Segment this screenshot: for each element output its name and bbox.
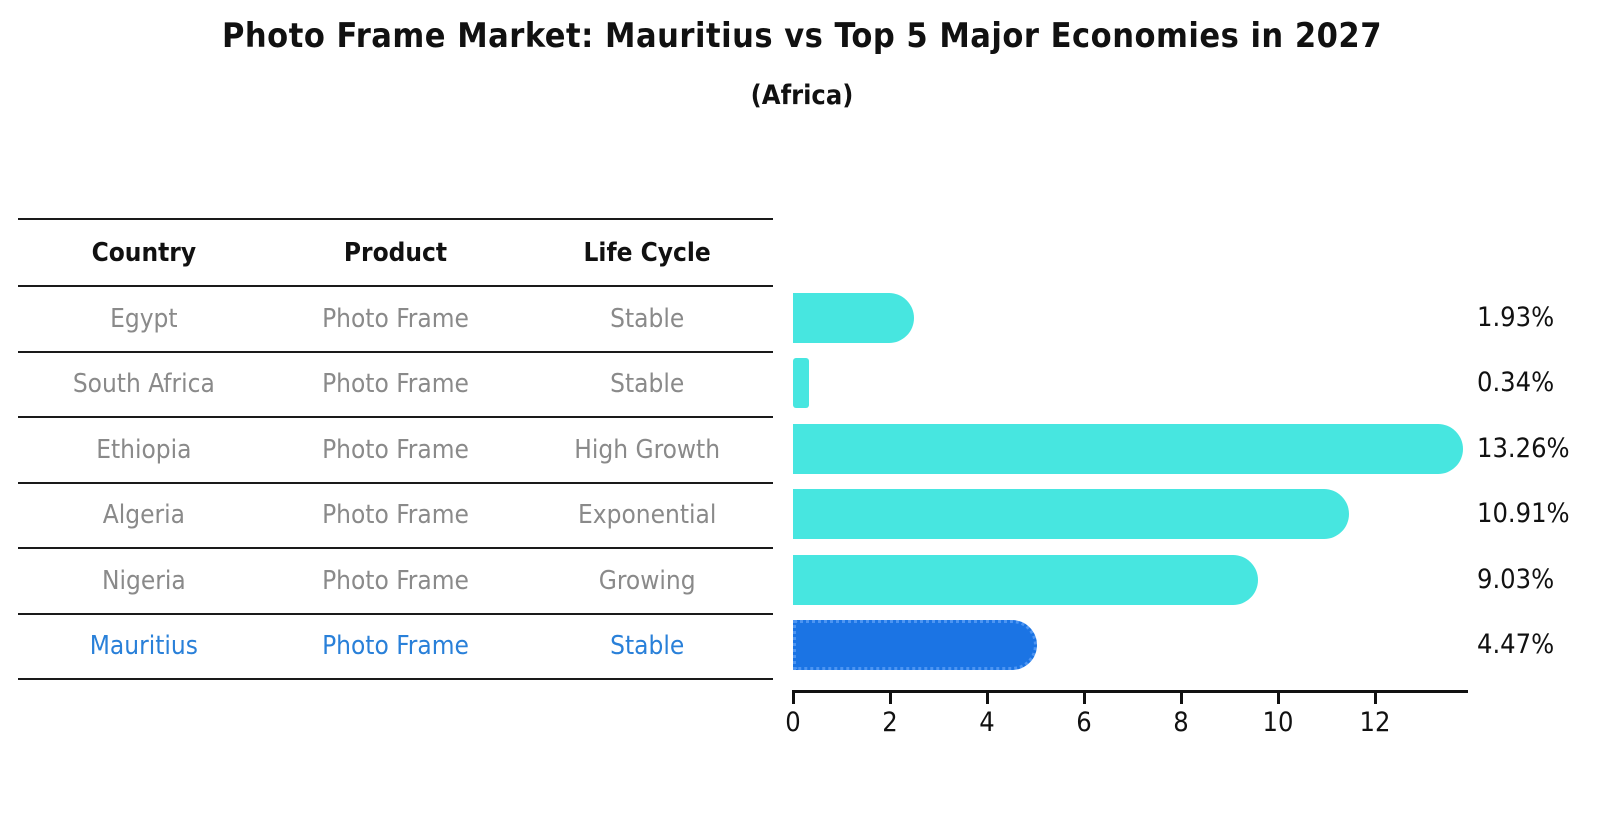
table-row-algeria: Algeria Photo Frame Exponential (18, 484, 773, 549)
bar-nigeria (793, 554, 1258, 605)
table-row-nigeria: Nigeria Photo Frame Growing (18, 549, 773, 615)
chart-title: Photo Frame Market: Mauritius vs Top 5 M… (221, 16, 1382, 56)
cell-country: Egypt (110, 303, 178, 334)
x-axis-line (792, 690, 1468, 693)
bar-egypt (793, 292, 914, 343)
highlight-bar-mauritius (793, 620, 1037, 671)
value-label: 4.47% (1477, 629, 1555, 661)
comparison-table: Country Product Life Cycle Egypt Photo Frame… (18, 218, 773, 680)
chart-subtitle: (Africa) (750, 80, 854, 111)
table-row-south-africa: South Africa Photo Frame Stable (18, 353, 773, 418)
cell-country: Mauritius (89, 631, 198, 662)
cell-life-cycle: Stable (610, 369, 685, 400)
x-axis-tick (888, 693, 892, 704)
x-axis-tick (791, 693, 795, 704)
x-axis-tick (1082, 693, 1086, 704)
cell-life-cycle: Stable (610, 631, 685, 662)
bar-south-africa (793, 358, 810, 409)
cell-life-cycle: Stable (610, 303, 685, 334)
cell-product: Photo Frame (322, 434, 469, 465)
x-axis-tick (985, 693, 989, 704)
x-axis-tick-label: 8 (1173, 707, 1189, 738)
x-axis-tick-label: 0 (785, 707, 801, 738)
cell-country: Nigeria (101, 565, 186, 596)
value-label: 1.93% (1477, 301, 1555, 333)
x-axis-tick-label: 10 (1262, 707, 1294, 738)
cell-life-cycle: Growing (598, 565, 696, 596)
value-label: 9.03% (1477, 563, 1555, 595)
x-axis-tick (1276, 693, 1280, 704)
header-cell-life-cycle: Life Cycle (583, 237, 711, 268)
value-label: 10.91% (1477, 498, 1570, 530)
x-axis-tick-label: 12 (1359, 707, 1391, 738)
value-label: 13.26% (1477, 432, 1570, 464)
cell-country: Ethiopia (96, 434, 192, 465)
header-cell-country: Country (91, 237, 197, 268)
bar-algeria (793, 489, 1350, 540)
x-axis-tick-label: 4 (979, 707, 995, 738)
value-label: 0.34% (1477, 367, 1555, 399)
cell-product: Photo Frame (322, 303, 469, 334)
table-row-ethiopia: Ethiopia Photo Frame High Growth (18, 418, 773, 484)
header-cell-product: Product (343, 237, 448, 268)
cell-product: Photo Frame (322, 631, 469, 662)
cell-country: South Africa (72, 369, 215, 400)
x-axis-tick (1179, 693, 1183, 704)
x-axis-tick-label: 6 (1076, 707, 1092, 738)
cell-product: Photo Frame (322, 565, 469, 596)
table-header-row: Country Product Life Cycle (18, 220, 773, 287)
table-row-mauritius: Mauritius Photo Frame Stable (18, 615, 773, 680)
table-row-egypt: Egypt Photo Frame Stable (18, 287, 773, 353)
cell-life-cycle: High Growth (574, 434, 721, 465)
x-axis-tick-label: 2 (882, 707, 898, 738)
cell-product: Photo Frame (322, 500, 469, 531)
bar-ethiopia (793, 423, 1464, 474)
cell-product: Photo Frame (322, 369, 469, 400)
cell-life-cycle: Exponential (578, 500, 717, 531)
x-axis-tick (1373, 693, 1377, 704)
cell-country: Algeria (102, 500, 185, 531)
